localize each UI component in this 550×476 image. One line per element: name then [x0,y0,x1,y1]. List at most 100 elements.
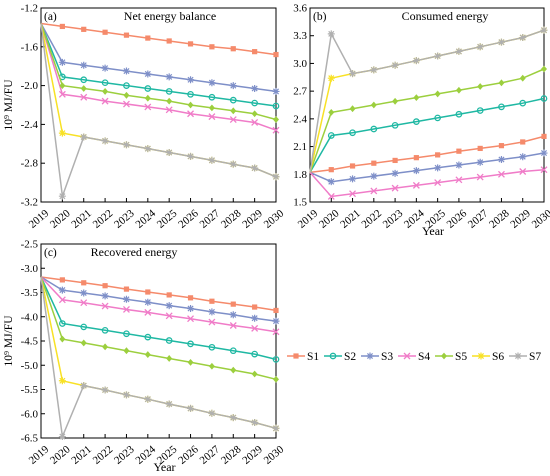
x-tick-label: 2023 [112,207,137,231]
data-point [435,152,441,158]
data-point [229,160,237,168]
data-point [208,362,215,370]
series-s5 [40,276,279,383]
data-point [101,97,109,105]
data-point [327,132,335,139]
data-point [58,129,66,137]
legend-item-s3: S3 [361,351,393,363]
data-point [229,116,237,124]
y-tick-label: -5.5 [21,384,39,396]
panel-consumed-energy: 1.5 1.8 2.1 2.4 2.7 3.0 3.3 3.6 2019202020212022… [293,3,550,239]
data-point [187,305,195,313]
data-point [144,308,152,316]
data-point [165,88,173,95]
data-point [123,330,130,338]
data-point [101,64,109,72]
data-point [251,370,258,378]
y-tick-label: -3.2 [21,197,38,209]
data-point [166,38,172,44]
data-point [370,125,378,133]
data-point [144,351,151,358]
legend-item-s1: S1 [287,351,319,363]
data-point [251,164,259,172]
legend-marker [403,352,411,360]
legend-label: S2 [344,351,356,363]
data-point [349,105,356,113]
y-tick-label: -2.5 [21,239,39,251]
data-point [58,90,66,98]
data-point [208,409,216,417]
y-tick-label: 3.6 [293,3,307,15]
data-point [455,86,462,94]
legend-label: S5 [455,351,467,363]
data-point [229,414,237,422]
x-tick-label: 2030 [262,207,287,231]
data-point [58,377,66,385]
data-point [229,82,237,90]
series-line [40,276,277,381]
data-point [229,311,237,319]
data-point [144,298,152,306]
data-point [165,312,173,320]
panel-label: (a) [44,11,57,23]
data-point [80,289,88,297]
data-point [370,101,377,109]
data-point [59,277,65,283]
data-point [208,308,216,316]
x-tick-label: 2026 [445,207,470,231]
data-point [80,133,88,141]
data-point [412,57,420,65]
data-point [122,391,130,399]
data-point [122,100,130,108]
data-point [122,295,130,303]
data-point [122,306,130,313]
data-point [272,424,280,432]
data-point [166,355,173,362]
data-point [273,307,279,314]
legend-marker [514,352,522,360]
panel-title: Recovered energy [91,245,178,259]
series-line [40,276,277,312]
data-point [251,85,259,93]
data-point [123,32,130,38]
x-tick-label: 2020 [48,443,73,467]
data-point [187,41,194,47]
data-point [58,296,66,304]
data-point [80,299,88,307]
legend-item-s4: S4 [398,351,430,363]
data-point [165,106,173,114]
series-line [40,22,277,56]
series-line [40,23,277,197]
data-point [251,324,259,332]
data-point [392,157,398,164]
data-point [187,101,194,109]
series-s5 [40,23,279,123]
data-point [230,366,237,374]
plot-frame [40,7,277,203]
data-point [392,97,399,105]
y-tick-label: -3.5 [21,287,39,299]
x-tick-label: 2028 [219,443,244,467]
data-point [208,93,216,101]
series-line [309,168,545,198]
y-tick-label: -2.0 [21,80,39,92]
series-line [40,276,277,361]
series-s2 [40,23,280,110]
data-point [230,46,236,52]
data-point [328,167,334,173]
x-tick-label: 2022 [91,443,116,466]
data-point [370,172,378,180]
y-axis-label: 10⁹ MJ/FU [3,79,15,131]
data-point [165,400,173,408]
data-point [540,95,548,102]
data-point [145,289,151,295]
x-tick-label: 2024 [133,207,158,231]
y-tick-label: -4.5 [21,336,39,348]
data-point [327,30,335,38]
series-line [40,23,277,121]
legend-marker [366,352,374,360]
series-s4 [40,23,280,134]
x-tick-label: 2020 [48,207,73,231]
data-point [272,102,280,110]
